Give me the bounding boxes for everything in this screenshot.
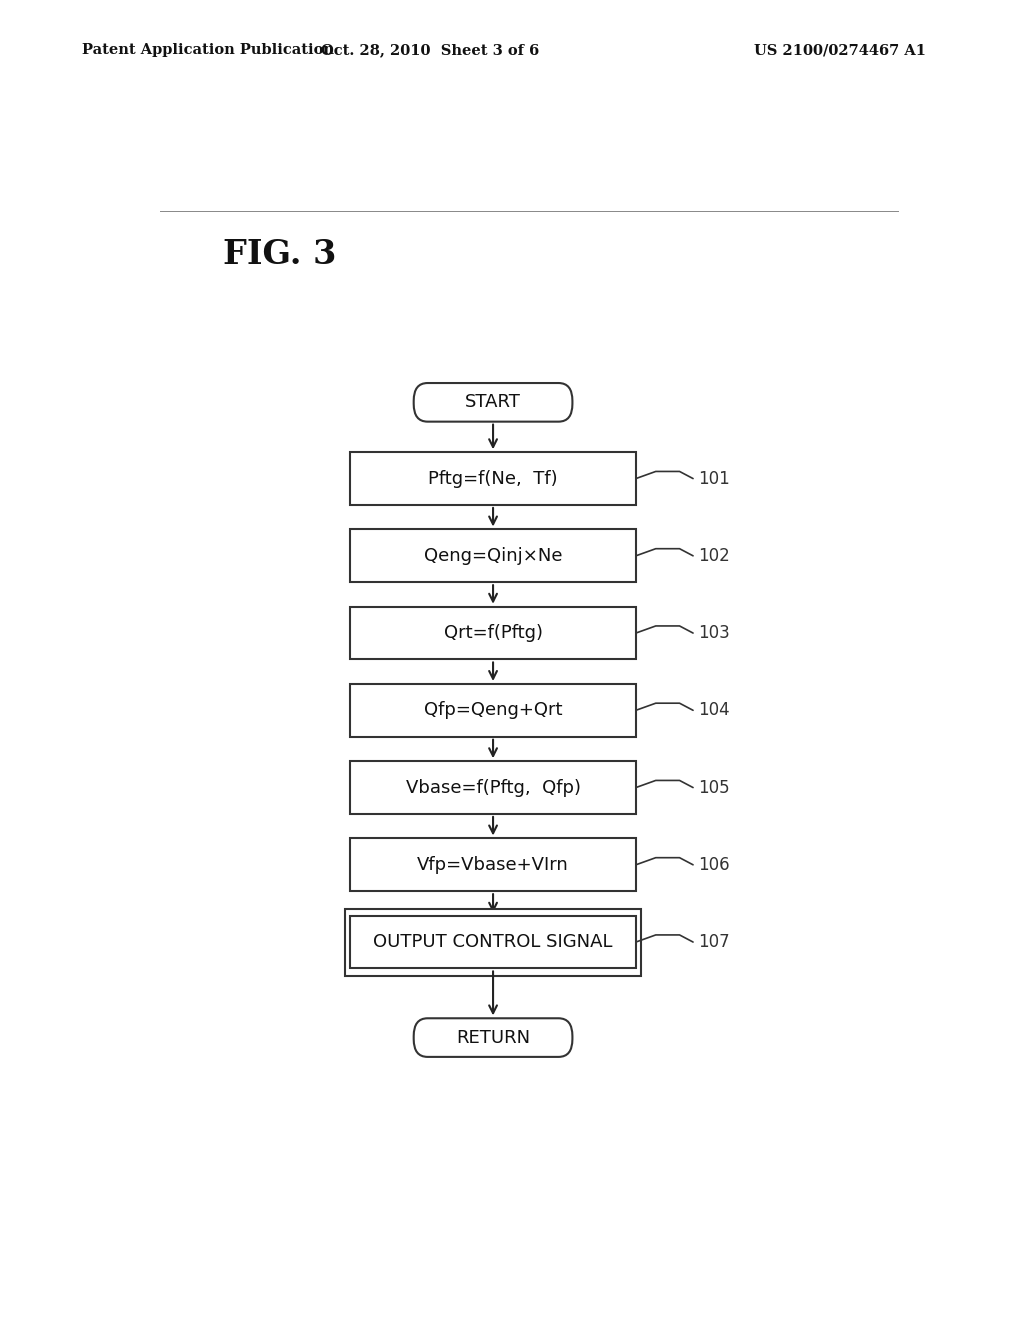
Text: Pftg=f(Ne,  Tf): Pftg=f(Ne, Tf) — [428, 470, 558, 487]
Text: 107: 107 — [697, 933, 729, 950]
Text: OUTPUT CONTROL SIGNAL: OUTPUT CONTROL SIGNAL — [374, 933, 612, 950]
FancyBboxPatch shape — [414, 1018, 572, 1057]
Text: Oct. 28, 2010  Sheet 3 of 6: Oct. 28, 2010 Sheet 3 of 6 — [321, 44, 540, 57]
Text: Vbase=f(Pftg,  Qfp): Vbase=f(Pftg, Qfp) — [406, 779, 581, 796]
Text: START: START — [465, 393, 521, 412]
Bar — [345, 908, 641, 975]
Bar — [350, 916, 636, 969]
Bar — [350, 762, 636, 814]
FancyBboxPatch shape — [414, 383, 572, 421]
Text: Qeng=Qinj×Ne: Qeng=Qinj×Ne — [424, 546, 562, 565]
Text: 101: 101 — [697, 470, 729, 487]
Text: RETURN: RETURN — [456, 1028, 530, 1047]
Bar — [350, 529, 636, 582]
Text: Patent Application Publication: Patent Application Publication — [82, 44, 334, 57]
Text: FIG. 3: FIG. 3 — [223, 239, 337, 272]
Text: 102: 102 — [697, 546, 729, 565]
Text: US 2100/0274467 A1: US 2100/0274467 A1 — [754, 44, 926, 57]
Text: 106: 106 — [697, 855, 729, 874]
Text: Qfp=Qeng+Qrt: Qfp=Qeng+Qrt — [424, 701, 562, 719]
Text: Qrt=f(Pftg): Qrt=f(Pftg) — [443, 624, 543, 642]
Text: Vfp=Vbase+VIrn: Vfp=Vbase+VIrn — [417, 855, 569, 874]
Text: 105: 105 — [697, 779, 729, 796]
Bar — [350, 684, 636, 737]
Text: 104: 104 — [697, 701, 729, 719]
Bar — [350, 453, 636, 506]
Bar — [350, 838, 636, 891]
Text: 103: 103 — [697, 624, 729, 642]
Bar — [350, 607, 636, 660]
